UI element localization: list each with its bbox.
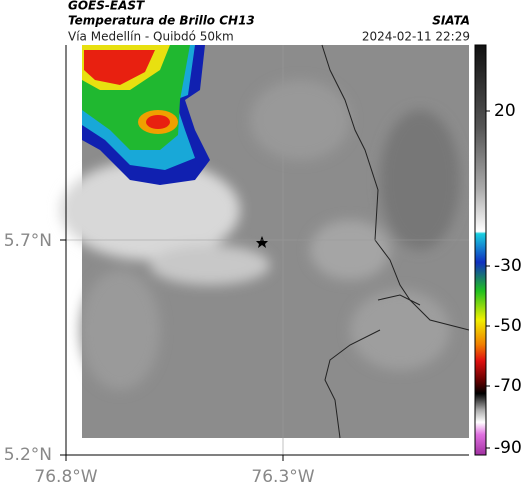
datetime: 2024-02-11 22:29 [362,30,470,44]
colorbar-label: -70 [494,376,522,396]
colorbar-label: -90 [494,438,522,458]
lat-label: 5.7°N [4,231,52,251]
lon-label: 76.3°W [251,467,314,487]
product: Temperatura de Brillo CH13 [68,14,255,28]
colorbar-ticks: 20 -30 -50 -70 -90 [486,101,522,458]
source: SIATA [432,14,470,28]
lat-label: 5.2°N [4,445,52,465]
colorbar [474,44,487,456]
colorbar-label: 20 [494,101,516,121]
colorbar-label: -30 [494,256,522,276]
colorbar-label: -50 [494,316,522,336]
lon-label: 76.8°W [34,467,97,487]
route: Vía Medellín - Quibdó 50km [68,30,234,44]
satellite-image [60,44,470,439]
satellite: GOES-EAST [68,0,145,13]
